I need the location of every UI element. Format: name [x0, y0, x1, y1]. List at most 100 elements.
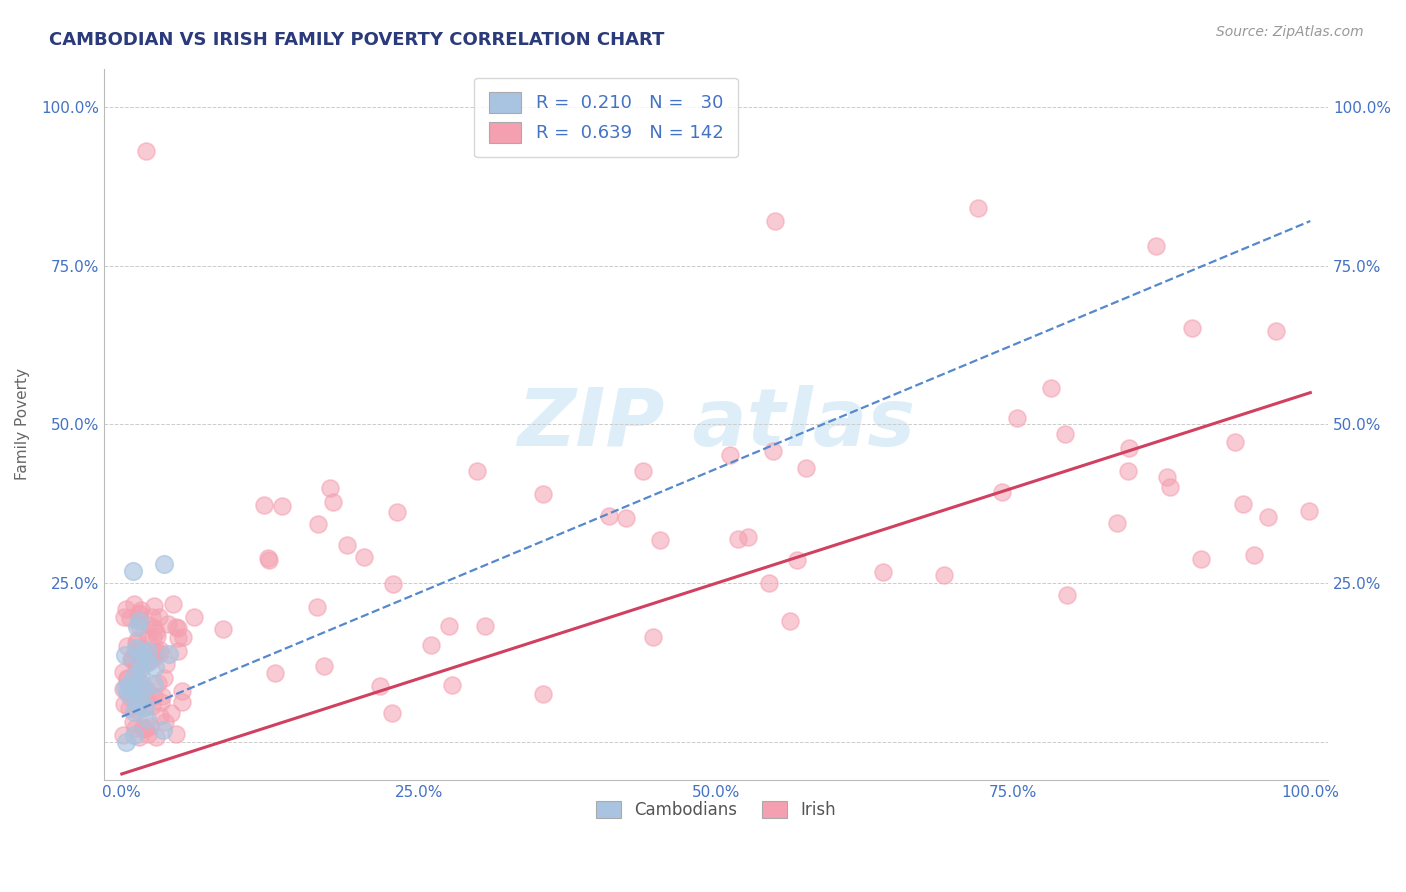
Point	[631, 464, 654, 478]
Point	[131, 641, 153, 656]
Point	[150, 690, 173, 704]
Point	[737, 530, 759, 544]
Point	[1144, 239, 1167, 253]
Point	[111, 728, 134, 742]
Point	[131, 675, 153, 690]
Point	[166, 644, 188, 658]
Point	[381, 706, 404, 721]
Point	[136, 655, 159, 669]
Point	[114, 681, 136, 695]
Point	[121, 691, 143, 706]
Point	[1118, 442, 1140, 456]
Point	[148, 610, 170, 624]
Point	[128, 647, 150, 661]
Point	[138, 654, 160, 668]
Point	[162, 597, 184, 611]
Point	[1053, 426, 1076, 441]
Point	[322, 495, 344, 509]
Text: Source: ZipAtlas.com: Source: ZipAtlas.com	[1216, 25, 1364, 39]
Point	[114, 601, 136, 615]
Point	[125, 635, 148, 649]
Point	[1189, 552, 1212, 566]
Point	[1264, 324, 1286, 338]
Point	[129, 603, 152, 617]
Point	[153, 671, 176, 685]
Point	[122, 689, 145, 703]
Point	[127, 659, 149, 673]
Point	[120, 682, 142, 697]
Y-axis label: Family Poverty: Family Poverty	[15, 368, 30, 481]
Point	[212, 622, 235, 636]
Point	[146, 676, 169, 690]
Point	[112, 610, 135, 624]
Point	[465, 464, 488, 478]
Point	[117, 678, 139, 692]
Point	[124, 598, 146, 612]
Point	[1056, 588, 1078, 602]
Point	[1159, 480, 1181, 494]
Point	[122, 652, 145, 666]
Point	[420, 638, 443, 652]
Point	[531, 486, 554, 500]
Point	[141, 698, 163, 713]
Point	[966, 202, 988, 216]
Point	[125, 696, 148, 710]
Point	[155, 657, 177, 671]
Point	[148, 643, 170, 657]
Point	[128, 690, 150, 705]
Point	[170, 683, 193, 698]
Point	[157, 647, 180, 661]
Point	[136, 683, 159, 698]
Point	[142, 621, 165, 635]
Point	[172, 630, 194, 644]
Point	[872, 565, 894, 579]
Point	[437, 618, 460, 632]
Point	[112, 681, 135, 696]
Point	[779, 614, 801, 628]
Point	[118, 701, 141, 715]
Point	[128, 730, 150, 744]
Point	[387, 505, 409, 519]
Point	[167, 621, 190, 635]
Point	[141, 610, 163, 624]
Point	[128, 619, 150, 633]
Point	[125, 681, 148, 696]
Point	[132, 720, 155, 734]
Point	[135, 712, 157, 726]
Text: CAMBODIAN VS IRISH FAMILY POVERTY CORRELATION CHART: CAMBODIAN VS IRISH FAMILY POVERTY CORREL…	[49, 31, 665, 49]
Point	[762, 443, 785, 458]
Point	[122, 714, 145, 729]
Point	[128, 613, 150, 627]
Point	[132, 682, 155, 697]
Point	[165, 726, 187, 740]
Point	[135, 144, 157, 158]
Point	[145, 730, 167, 744]
Point	[1232, 497, 1254, 511]
Point	[319, 482, 342, 496]
Point	[150, 695, 173, 709]
Point	[166, 631, 188, 645]
Point	[1181, 321, 1204, 335]
Point	[614, 510, 637, 524]
Point	[1156, 469, 1178, 483]
Point	[932, 567, 955, 582]
Point	[112, 665, 135, 679]
Point	[142, 630, 165, 644]
Point	[131, 669, 153, 683]
Point	[125, 645, 148, 659]
Point	[1298, 504, 1320, 518]
Point	[149, 709, 172, 723]
Point	[114, 735, 136, 749]
Point	[153, 714, 176, 729]
Point	[794, 461, 817, 475]
Point	[1040, 381, 1063, 395]
Point	[120, 611, 142, 625]
Point	[138, 618, 160, 632]
Point	[1257, 510, 1279, 524]
Point	[134, 723, 156, 737]
Point	[598, 508, 620, 523]
Point	[139, 719, 162, 733]
Point	[135, 721, 157, 735]
Point	[127, 620, 149, 634]
Point	[120, 652, 142, 666]
